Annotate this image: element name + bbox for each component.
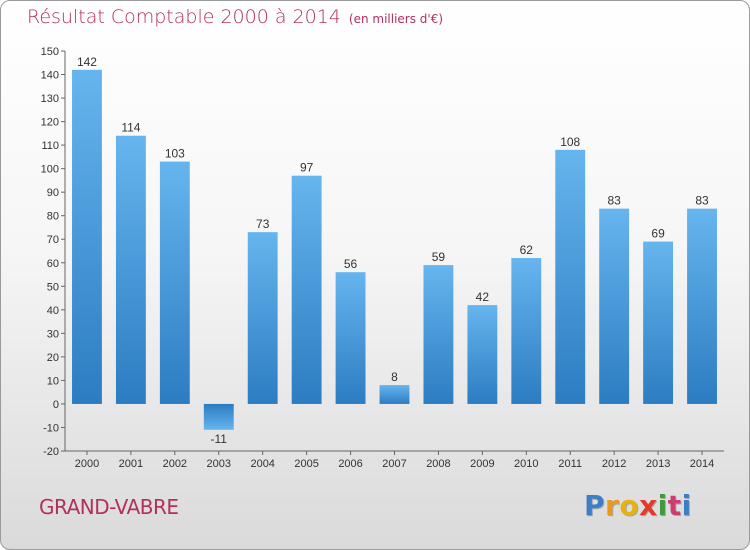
logo-letter: t [667,489,682,522]
bar-2000 [72,69,102,404]
bar-2010 [511,258,542,404]
y-tick-label: 80 [47,211,59,223]
data-label-2007: 8 [391,370,398,384]
y-tick-label: 30 [47,328,59,340]
y-tick-label: 130 [41,93,59,105]
data-label-2013: 69 [651,227,665,241]
data-label-2001: 114 [121,121,140,135]
x-tick-label-2006: 2006 [338,458,362,470]
x-tick-label-2012: 2012 [602,458,626,470]
bar-2001 [115,135,146,404]
title-text: Résultat Comptable 2000 à 2014 [27,6,341,28]
commune-name: GRAND-VABRE [39,495,179,519]
proxiti-logo: Proxiti [584,489,692,522]
chart-title: Résultat Comptable 2000 à 2014 (en millie… [27,6,443,28]
y-tick-label: 0 [53,399,59,411]
bar-2011 [555,149,586,404]
bar-2013 [643,241,674,404]
data-label-2008: 59 [432,250,446,264]
bar-2002 [159,161,190,404]
bar-2008 [423,265,454,404]
bar-2006 [335,272,366,404]
y-tick-label: 100 [41,164,59,176]
data-label-2005: 97 [300,161,314,175]
data-label-2002: 103 [165,147,185,161]
x-tick-label-2004: 2004 [250,458,274,470]
y-tick-label: 20 [47,352,59,364]
x-tick-label-2001: 2001 [119,458,143,470]
data-label-2003: -11 [211,432,228,446]
logo-letter: x [639,489,658,522]
data-label-2009: 42 [476,290,490,304]
logo-letter: r [605,489,620,522]
data-label-2012: 83 [607,194,621,208]
y-tick-label: 10 [47,375,59,387]
y-tick-label: 60 [47,258,59,270]
x-tick-label-2002: 2002 [163,458,187,470]
logo-letter: P [584,489,606,522]
data-label-2010: 62 [520,243,534,257]
bar-2009 [467,305,498,404]
x-tick-label-2007: 2007 [382,458,406,470]
y-tick-label: 50 [47,281,59,293]
data-label-2014: 83 [695,194,709,208]
bar-2005 [291,175,322,404]
x-tick-label-2005: 2005 [294,458,318,470]
subtitle-text: (en milliers d'€) [348,12,444,26]
x-tick-label-2000: 2000 [75,458,99,470]
logo-letter: i [681,489,692,522]
x-tick-label-2010: 2010 [514,458,538,470]
x-tick-label-2008: 2008 [426,458,450,470]
x-tick-label-2014: 2014 [690,458,714,470]
x-tick-label-2011: 2011 [558,458,582,470]
bar-2014 [687,208,717,404]
bar-2012 [599,208,630,404]
data-label-2011: 108 [560,135,580,149]
data-label-2006: 56 [344,257,358,271]
x-tick-label-2003: 2003 [207,458,231,470]
y-tick-label: 150 [41,46,59,58]
bar-2007 [379,385,410,404]
y-tick-label: 90 [47,187,59,199]
logo-letter: o [619,489,640,522]
data-label-2000: 142 [77,55,97,69]
y-tick-label: 40 [47,305,59,317]
bar-2004 [247,232,278,404]
y-tick-label: 140 [41,70,59,82]
x-tick-label-2009: 2009 [470,458,494,470]
logo-letter: i [657,489,668,522]
y-tick-label: -10 [43,422,59,434]
y-tick-label: 70 [47,234,59,246]
x-tick-label-2013: 2013 [646,458,670,470]
bar-2003 [203,403,234,430]
y-tick-label: 110 [41,140,59,152]
data-label-2004: 73 [256,217,270,231]
y-tick-label: 120 [41,117,59,129]
y-tick-label: -20 [43,446,59,458]
